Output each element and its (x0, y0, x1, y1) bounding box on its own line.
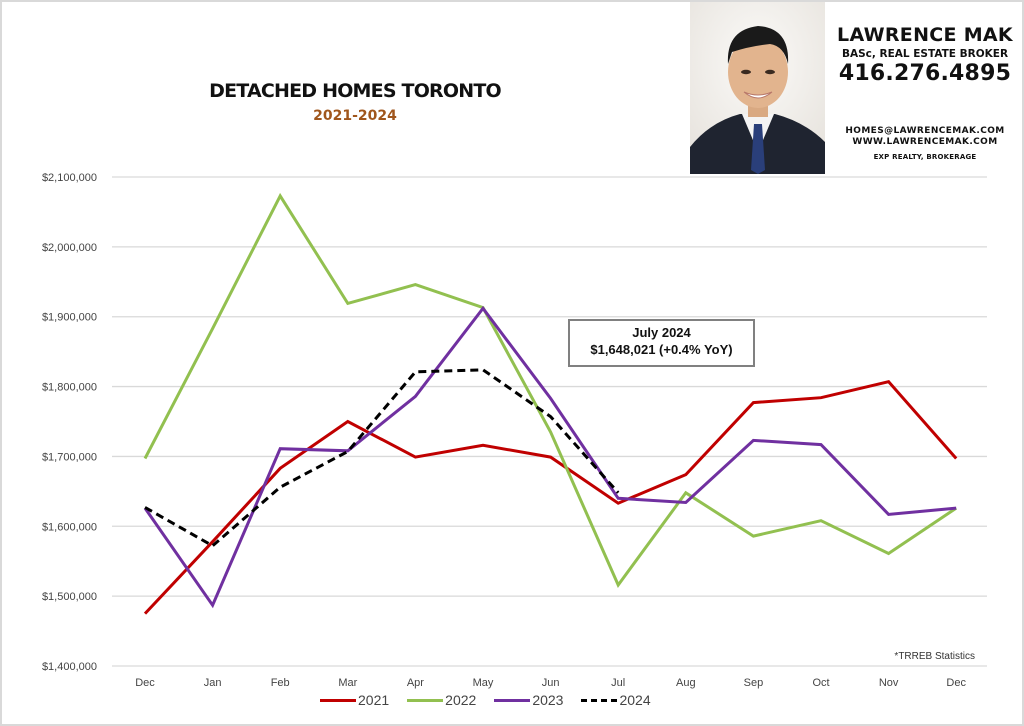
legend-swatch (581, 698, 618, 702)
july-2024-callout: July 2024 $1,648,021 (+0.4% YoY) (568, 319, 755, 367)
y-tick-label: $1,500,000 (42, 591, 97, 603)
x-tick-label: Mar (338, 677, 357, 689)
y-tick-label: $2,000,000 (42, 242, 97, 254)
legend-swatch (407, 698, 444, 702)
x-tick-label: Dec (946, 677, 966, 689)
y-tick-label: $1,700,000 (42, 451, 97, 463)
x-tick-label: Feb (271, 677, 290, 689)
callout-title: July 2024 (632, 325, 691, 340)
series-lines (143, 192, 958, 615)
x-tick-label: Jun (542, 677, 560, 689)
x-tick-label: Aug (676, 677, 696, 689)
agent-brokerage: EXP REALTY, BROKERAGE (873, 153, 977, 161)
x-tick-label: Jan (204, 677, 222, 689)
x-tick-label: Apr (407, 677, 424, 689)
legend-label: 2021 (358, 692, 390, 708)
legend-label: 2022 (445, 692, 477, 708)
agent-photo (690, 2, 825, 174)
x-axis-labels: Dec Jan Feb Mar Apr May Jun Jul Aug Sep Oct Nov Dec (135, 677, 966, 689)
x-tick-label: May (473, 677, 494, 689)
x-tick-label: Sep (744, 677, 764, 689)
chart-subtitle: 2021-2024 (313, 108, 397, 124)
legend-swatch (494, 698, 531, 702)
legend-item-2021: 2021 (320, 692, 389, 708)
agent-portrait-icon (690, 2, 825, 174)
y-tick-label: $1,400,000 (42, 661, 97, 673)
x-tick-label: Oct (812, 677, 829, 689)
series-line-2024 (144, 368, 620, 548)
legend-item-2024: 2024 (581, 692, 651, 708)
agent-credentials: BASc, REAL ESTATE BROKER (841, 48, 1009, 60)
y-tick-label: $2,100,000 (42, 172, 97, 184)
chart-title: DETACHED HOMES TORONTO (209, 80, 502, 102)
series-line-2021 (143, 380, 958, 615)
agent-website: WWW.LAWRENCEMAK.COM (852, 137, 998, 147)
legend-label: 2024 (619, 692, 651, 708)
agent-name: LAWRENCE MAK (837, 24, 1013, 46)
legend-label: 2023 (532, 692, 564, 708)
x-tick-label: Jul (611, 677, 625, 689)
source-note: *TRREB Statistics (894, 651, 975, 662)
agent-phone: 416.276.4895 (838, 61, 1012, 86)
callout-value: $1,648,021 (+0.4% YoY) (590, 342, 733, 357)
x-tick-label: Nov (879, 677, 899, 689)
agent-email: HOMES@LAWRENCEMAK.COM (845, 126, 1005, 136)
y-tick-label: $1,600,000 (42, 521, 97, 533)
legend-item-2022: 2022 (407, 692, 476, 708)
gridlines (112, 176, 987, 667)
legend-item-2023: 2023 (494, 692, 563, 708)
x-tick-label: Dec (135, 677, 155, 689)
y-tick-label: $1,900,000 (42, 312, 97, 324)
series-line-2022 (143, 192, 958, 588)
y-tick-label: $1,800,000 (42, 382, 97, 394)
series-line-2023 (143, 305, 957, 609)
chart-legend: 2021 2022 2023 2024 (320, 692, 669, 708)
legend-swatch (320, 698, 356, 702)
y-axis-labels: $1,400,000 $1,500,000 $1,600,000 $1,700,000… (42, 172, 97, 673)
agent-card: LAWRENCE MAK BASc, REAL ESTATE BROKER 41… (830, 24, 1020, 161)
